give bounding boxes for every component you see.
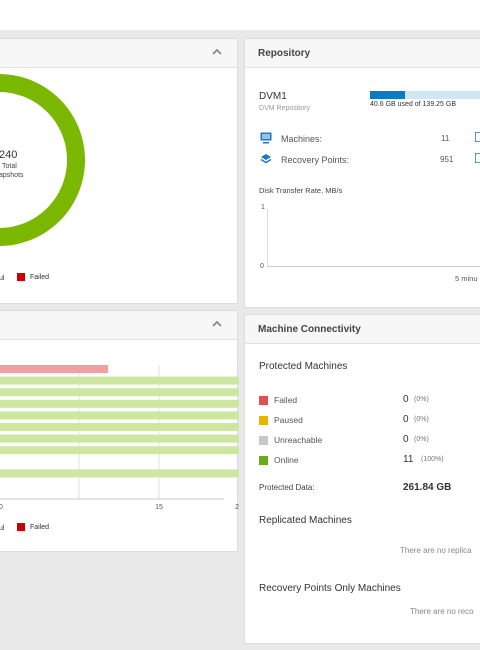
- status-swatch: [259, 416, 268, 425]
- x-tick-label: 15: [155, 504, 163, 511]
- jobs-legend-failed: Failed: [17, 523, 49, 531]
- bar-failed: [0, 365, 108, 373]
- jobs-bar-chart: 0 15 20: [0, 365, 239, 511]
- machines-link-icon[interactable]: [475, 132, 480, 142]
- repository-usage-fill: [370, 91, 405, 99]
- bar-success: [0, 469, 239, 478]
- bar-success: [0, 388, 239, 397]
- recovery-points-count: 951: [440, 155, 454, 164]
- status-row-failed: Failed 0 (0%): [259, 394, 480, 408]
- status-swatch: [259, 436, 268, 445]
- donut-total-value: 240: [0, 149, 18, 161]
- connectivity-panel: Machine Connectivity Protected Machines …: [244, 314, 480, 644]
- jobs-legend-successful: ul: [0, 525, 5, 532]
- rp-only-empty-message: There are no reco: [410, 607, 474, 616]
- status-count: 0: [403, 414, 409, 425]
- bar-success: [0, 446, 239, 455]
- status-name: Paused: [274, 415, 303, 425]
- transfer-x-label: 5 minu: [455, 274, 478, 283]
- snapshots-donut-chart: [0, 74, 85, 246]
- jobs-panel-header: [0, 311, 237, 340]
- monitor-icon: [260, 132, 272, 144]
- machines-label: Machines:: [281, 134, 323, 144]
- legend-successful: ul: [0, 275, 5, 282]
- bar-success: [0, 411, 239, 420]
- status-name: Online: [274, 455, 299, 465]
- snapshots-panel-header: [0, 39, 237, 68]
- repository-type: DVM Repository: [259, 105, 310, 112]
- x-tick-label: 20: [235, 504, 239, 511]
- top-bar: [0, 0, 480, 30]
- layers-icon: [260, 154, 272, 164]
- replicated-machines-title: Replicated Machines: [259, 515, 352, 526]
- jobs-panel: 0 15 20 ul Failed: [0, 310, 239, 552]
- status-row-paused: Paused 0 (0%): [259, 414, 480, 428]
- status-count: 0: [403, 434, 409, 445]
- replicated-empty-message: There are no replica: [400, 546, 472, 555]
- chevron-up-icon[interactable]: [211, 46, 223, 58]
- repository-usage-bar: [370, 91, 480, 99]
- legend-failed: Failed: [17, 273, 49, 281]
- connectivity-panel-header: Machine Connectivity: [245, 315, 480, 344]
- repository-panel-header: Repository: [245, 39, 480, 68]
- protected-data-value: 261.84 GB: [403, 482, 452, 493]
- donut-total-label: Total: [2, 163, 17, 170]
- protected-machines-title: Protected Machines: [259, 361, 348, 372]
- transfer-y-min: 0: [260, 263, 264, 270]
- bar-success: [0, 399, 239, 408]
- status-swatch: [259, 456, 268, 465]
- status-row-unreachable: Unreachable 0 (0%): [259, 434, 480, 448]
- bar-success: [0, 376, 239, 385]
- repository-usage-text: 40.6 GB used of 139.25 GB: [370, 101, 457, 108]
- status-percent: (0%): [414, 396, 429, 403]
- bar-success: [0, 434, 239, 443]
- snapshots-panel: 240 Total apshots ul Failed: [0, 38, 238, 304]
- jobs-legend-failed-swatch: [17, 523, 25, 531]
- donut-total-label-2: apshots: [0, 172, 24, 179]
- connectivity-panel-title: Machine Connectivity: [258, 324, 361, 335]
- repository-name[interactable]: DVM1: [259, 91, 287, 102]
- chevron-up-icon[interactable]: [211, 318, 223, 330]
- rp-only-machines-title: Recovery Points Only Machines: [259, 583, 401, 594]
- legend-failed-swatch: [17, 273, 25, 281]
- transfer-y-max: 1: [261, 204, 265, 211]
- status-percent: (0%): [414, 416, 429, 423]
- status-percent: (100%): [421, 456, 444, 463]
- status-count: 0: [403, 394, 409, 405]
- recovery-points-link-icon[interactable]: [475, 153, 480, 163]
- machines-count: 11: [441, 134, 450, 143]
- status-count: 11: [403, 454, 414, 465]
- bar-success: [0, 423, 239, 431]
- protected-data-label: Protected Data:: [259, 483, 315, 492]
- status-row-online: Online 11 (100%): [259, 454, 480, 468]
- recovery-points-label: Recovery Points:: [281, 155, 350, 165]
- transfer-rate-label: Disk Transfer Rate, MB/s: [259, 186, 343, 195]
- status-name: Failed: [274, 395, 298, 405]
- donut-slice-successful: [0, 74, 85, 246]
- status-swatch: [259, 396, 268, 405]
- status-percent: (0%): [414, 436, 429, 443]
- repository-panel: Repository DVM1 DVM Repository 40.6 GB u…: [244, 38, 480, 308]
- x-tick-label: 0: [0, 504, 3, 511]
- transfer-chart: [267, 209, 480, 267]
- repository-panel-title: Repository: [258, 48, 311, 59]
- status-name: Unreachable: [274, 435, 323, 445]
